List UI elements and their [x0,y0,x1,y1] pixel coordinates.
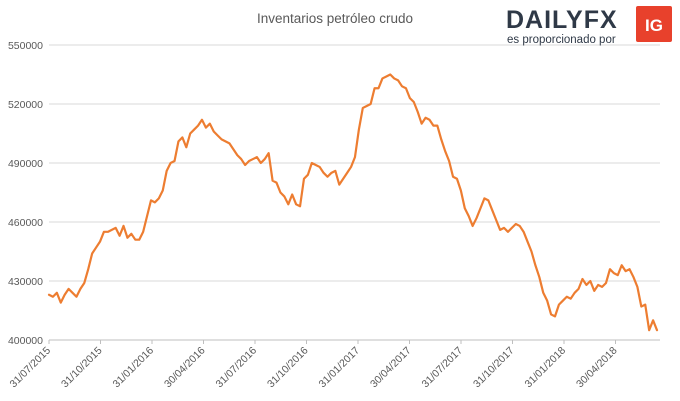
x-tick-label: 30/04/2017 [368,345,414,391]
x-tick-label: 31/01/2018 [522,345,568,391]
brand-tagline: es proporcionado por [507,34,616,46]
x-tick-label: 31/10/2016 [265,345,311,391]
x-tick-label: 31/10/2015 [59,345,105,391]
gridlines [49,44,660,282]
y-tick-label: 400000 [8,335,43,347]
x-tick-label: 31/10/2017 [471,345,517,391]
axes [48,339,660,344]
x-tick-label: 31/07/2017 [419,345,465,391]
y-tick-label: 460000 [8,217,43,229]
series-line [47,73,659,332]
x-tick-label: 31/07/2015 [7,345,53,391]
ig-badge [636,6,672,42]
y-axis-tick-labels: 400000 430000 460000 490000 520000 550000 [8,40,43,347]
brand-logo: DAILYFX es proporcionado por IG [506,6,672,46]
x-axis-tick-labels: 31/07/2015 31/10/2015 31/01/2016 30/04/2016… [7,345,619,391]
x-tick-label: 31/01/2017 [316,345,362,391]
y-tick-label: 490000 [8,158,43,170]
y-tick-label: 520000 [8,99,43,111]
x-tick-label: 30/04/2016 [162,345,208,391]
x-tick-label: 31/07/2016 [213,345,259,391]
x-tick-label: 30/04/2018 [574,345,620,391]
y-tick-label: 550000 [8,40,43,52]
series-layer [47,73,659,332]
y-tick-label: 430000 [8,276,43,288]
x-tick-label: 31/01/2016 [110,345,156,391]
chart-title: Inventarios petróleo crudo [257,11,413,26]
brand-name: DAILYFX [506,6,618,34]
ig-badge-label: IG [645,16,663,35]
